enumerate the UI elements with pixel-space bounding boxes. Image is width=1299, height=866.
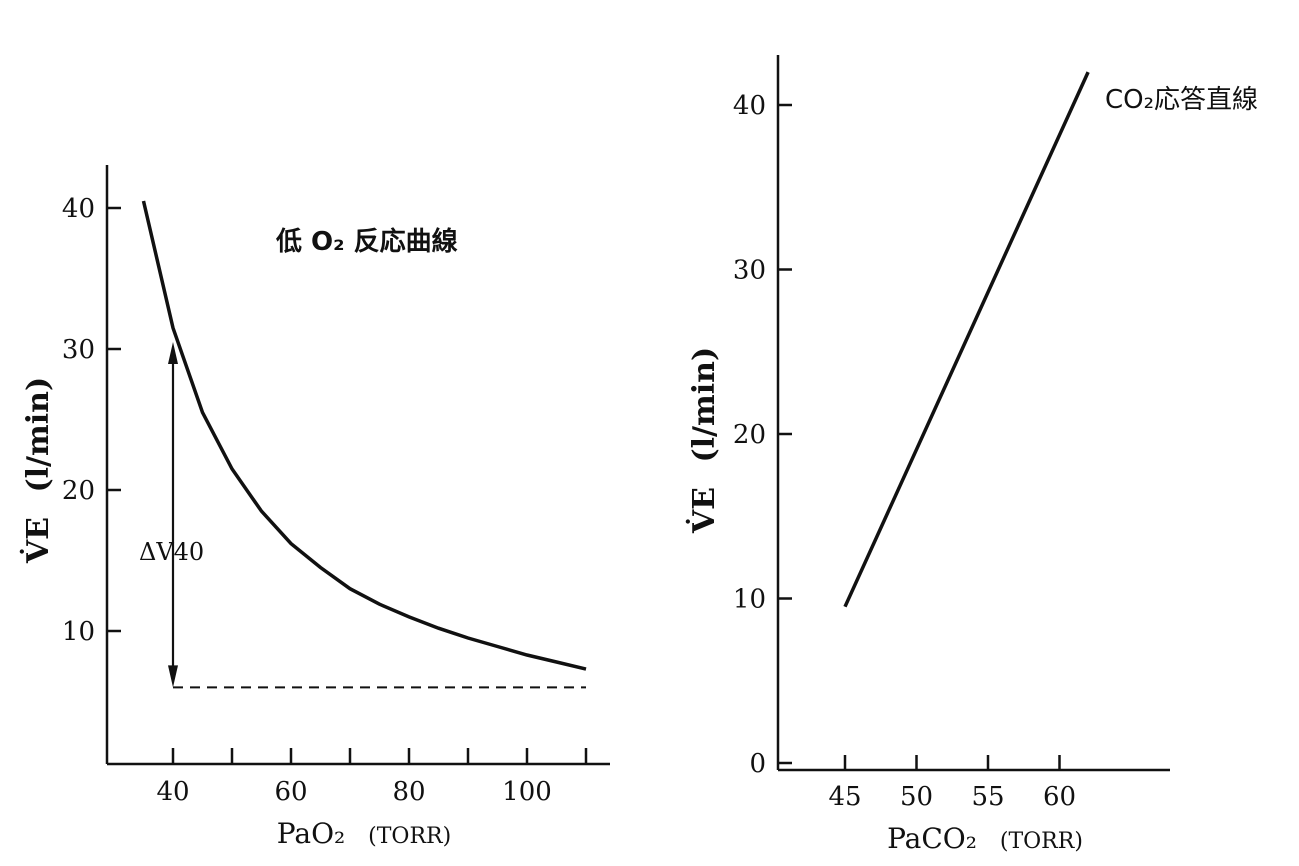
right-y-tick-label: 20 — [733, 420, 766, 450]
svg-text:V̇E (l/min): V̇E (l/min) — [21, 377, 56, 564]
delta-arrow-head-down — [168, 665, 178, 688]
right-x-label: PaCO₂ (TORR) — [887, 822, 1083, 855]
left-y-ticks: 10 20 30 40 — [62, 194, 121, 647]
right-x-label-unit: (TORR) — [1000, 829, 1083, 854]
left-y-tick-label: 20 — [62, 476, 95, 506]
left-x-tick-label: 80 — [392, 777, 425, 807]
chart-left: 10 20 30 40 40 60 80 100 ΔV40 低 O₂ 反応曲線 V̇E (l… — [21, 165, 610, 850]
right-x-tick-label: 45 — [828, 782, 861, 812]
left-chart-title: 低 O₂ 反応曲線 — [275, 226, 458, 257]
left-y-label: V̇E (l/min) — [21, 377, 56, 564]
right-x-label-main: PaCO₂ — [887, 822, 977, 855]
right-x-tick-label: 50 — [900, 782, 933, 812]
svg-text:V̇E (l/min): V̇E (l/min) — [687, 347, 722, 534]
left-y-label-unit: (l/min) — [21, 377, 56, 493]
left-x-tick-label: 100 — [502, 777, 552, 807]
left-y-tick-label: 30 — [62, 335, 95, 365]
delta-annotation: ΔV40 — [139, 538, 204, 566]
left-x-ticks: 40 60 80 100 — [156, 748, 588, 807]
left-x-tick-label: 40 — [156, 777, 189, 807]
chart-right: 0 10 20 30 40 45 50 55 60 CO₂応答直線 V̇E (l/min) P… — [687, 55, 1258, 855]
left-y-label-main: V̇E — [21, 517, 56, 564]
right-y-ticks: 0 10 20 30 40 — [733, 91, 792, 779]
right-x-tick-label: 60 — [1043, 782, 1076, 812]
right-x-tick-label: 55 — [971, 782, 1004, 812]
delta-arrow-head-up — [168, 341, 178, 364]
right-y-tick-label: 30 — [733, 256, 766, 286]
right-y-label: V̇E (l/min) — [687, 347, 722, 534]
right-chart-title: CO₂応答直線 — [1105, 85, 1258, 115]
right-y-tick-label: 40 — [733, 91, 766, 121]
left-x-label: PaO₂ (TORR) — [277, 817, 451, 850]
right-y-tick-label: 10 — [733, 585, 766, 615]
right-y-label-unit: (l/min) — [687, 347, 722, 463]
right-response-line — [843, 71, 1090, 608]
left-y-tick-label: 10 — [62, 617, 95, 647]
right-x-ticks: 45 50 55 60 — [828, 755, 1076, 812]
left-x-label-unit: (TORR) — [368, 824, 451, 849]
left-y-tick-label: 40 — [62, 194, 95, 224]
right-y-tick-label: 0 — [749, 749, 766, 779]
left-x-label-main: PaO₂ — [277, 817, 345, 850]
right-y-label-main: V̇E — [687, 487, 722, 534]
left-x-tick-label: 60 — [274, 777, 307, 807]
left-response-curve — [141, 200, 587, 671]
